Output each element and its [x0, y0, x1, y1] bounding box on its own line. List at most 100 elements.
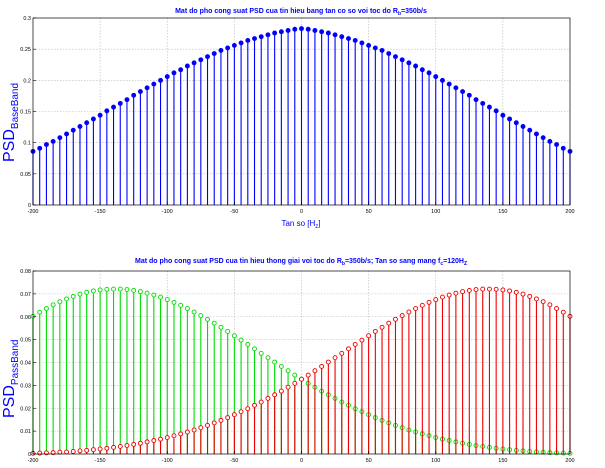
- stem-marker: [37, 309, 43, 315]
- stem-marker: [272, 30, 278, 36]
- stem-marker: [379, 324, 385, 330]
- stem-marker: [540, 135, 546, 141]
- stem-marker: [84, 289, 90, 295]
- stem-marker: [480, 286, 486, 292]
- stem-marker: [77, 291, 83, 297]
- stem-marker: [90, 116, 96, 122]
- stem-marker: [406, 309, 412, 315]
- stem-marker: [184, 306, 190, 311]
- x-tick-label: -50: [230, 209, 238, 215]
- stem-marker: [43, 142, 49, 147]
- stem-marker: [117, 444, 123, 449]
- stem-marker: [359, 337, 365, 343]
- y-tick-label: 0.03: [20, 383, 31, 389]
- stem-marker: [366, 42, 372, 48]
- stem-marker: [50, 302, 56, 308]
- x-tick-label: 150: [498, 209, 507, 215]
- stem-marker: [97, 112, 103, 118]
- stem-marker: [205, 54, 210, 60]
- stem-marker: [84, 447, 90, 453]
- x-tick-label: 150: [498, 458, 507, 464]
- stem-marker: [312, 368, 318, 374]
- stem-marker: [265, 395, 271, 401]
- stem-marker: [346, 36, 351, 42]
- stem-marker: [164, 297, 170, 303]
- stem-marker: [419, 302, 425, 308]
- stem-marker: [90, 447, 96, 453]
- y-tick-label: 0.15: [20, 110, 31, 116]
- stem-marker: [171, 70, 177, 76]
- stem-marker: [144, 85, 150, 91]
- stem-marker: [413, 306, 419, 311]
- stem-marker: [433, 297, 439, 303]
- stem-marker: [487, 104, 492, 110]
- stem-marker: [258, 399, 264, 405]
- stem-marker: [527, 293, 533, 299]
- stem-marker: [426, 70, 432, 76]
- stem-marker: [171, 299, 177, 305]
- stem-marker: [560, 309, 566, 315]
- stem-marker: [487, 286, 492, 292]
- stem-marker: [527, 127, 533, 133]
- stem-marker: [90, 288, 96, 294]
- stem-marker: [252, 36, 257, 42]
- baseband-psd-plot: Mat do pho cong suat PSD cua tin hieu ba…: [1, 8, 575, 230]
- stem-marker: [164, 435, 170, 440]
- stem-marker: [312, 28, 318, 33]
- stem-marker: [399, 57, 405, 63]
- stem-marker: [332, 32, 338, 38]
- x-tick-label: 50: [366, 458, 372, 464]
- y-tick-label: 0.05: [20, 172, 31, 178]
- stem-marker: [104, 108, 110, 114]
- stem-marker: [285, 368, 291, 374]
- stem-marker: [158, 77, 163, 83]
- y-tick-labels: 0 0.05 0.1 0.15 0.2 0.25 0.3: [20, 16, 36, 209]
- x-axis-label: Tan so [Hz]: [281, 219, 320, 230]
- stem-marker: [218, 47, 224, 53]
- y-tick-label: 0.25: [20, 47, 31, 53]
- stem-marker: [520, 124, 526, 129]
- x-tick-label: -100: [162, 458, 173, 464]
- stem-marker: [339, 34, 345, 40]
- stem-marker: [111, 104, 117, 110]
- stem-marker: [104, 286, 110, 292]
- y-axis-label: PSDPassBand: [1, 340, 21, 419]
- stem-marker: [473, 97, 479, 103]
- plot-title-passband: Mat do pho cong suat PSD cua tin hieu th…: [135, 258, 467, 267]
- stem-marker: [352, 37, 358, 43]
- y-tick-label: 0.02: [20, 406, 31, 412]
- stem-marker: [440, 294, 445, 300]
- stem-marker: [151, 292, 157, 298]
- stem-marker: [299, 26, 304, 32]
- stem-marker: [151, 81, 157, 87]
- stem-marker: [554, 142, 560, 147]
- x-tick-labels: -200 -150 -100 -50 0 50 100 150 200: [27, 202, 575, 215]
- stem-marker: [252, 346, 257, 352]
- y-tick-label: 0.3: [23, 16, 31, 22]
- stem-marker: [533, 131, 539, 137]
- stem-marker: [158, 436, 163, 442]
- stem-marker: [466, 92, 472, 98]
- stem-marker: [137, 440, 143, 446]
- y-tick-label: 0.08: [20, 269, 31, 275]
- stem-marker: [493, 108, 499, 114]
- stem-marker: [70, 449, 76, 454]
- stem-marker: [64, 296, 70, 302]
- stem-marker: [419, 67, 425, 73]
- stem-marker: [205, 422, 210, 428]
- stem-marker: [218, 324, 224, 330]
- stem-marker: [124, 443, 130, 448]
- stem-marker: [507, 288, 513, 294]
- x-tick-label: 100: [431, 209, 440, 215]
- stem-marker: [292, 26, 298, 32]
- stem-marker: [339, 350, 345, 356]
- stem-marker: [111, 444, 117, 450]
- stem-marker: [265, 32, 271, 38]
- stem-marker: [70, 293, 76, 299]
- stem-marker: [245, 341, 251, 347]
- stem-marker: [231, 333, 237, 339]
- stem-marker: [453, 85, 459, 91]
- stem-marker: [413, 63, 419, 69]
- stem-marker: [507, 116, 513, 122]
